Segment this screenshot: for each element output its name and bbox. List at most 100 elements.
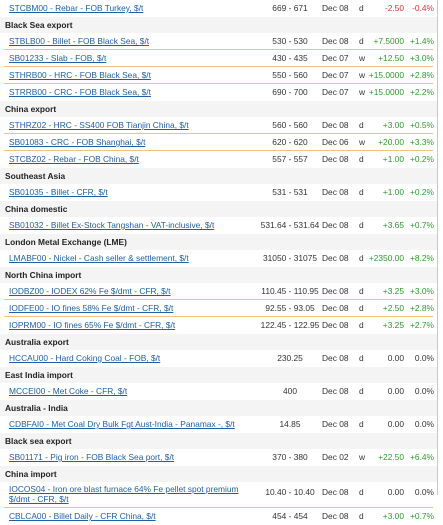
price-range: 531.64 - 531.64 (260, 220, 320, 230)
price-range: 14.85 (279, 419, 301, 429)
frequency-indicator: d (359, 419, 364, 429)
symbol-link[interactable]: IOCOS04 - Iron ore blast furnace 64% Fe … (9, 484, 239, 504)
percent-change: 0.0% (414, 419, 434, 429)
price-date: Dec 08 (322, 3, 349, 13)
section-header: China export (0, 101, 437, 117)
symbol-link[interactable]: SB01233 - Slab - FOB, $/t (9, 53, 107, 63)
symbol-link[interactable]: STCBM00 - Rebar - FOB Turkey, $/t (9, 3, 144, 13)
frequency-indicator: d (359, 253, 364, 263)
symbol-link[interactable]: IODFE00 - IO fines 58% Fe $/dmt - CFR, $… (9, 303, 174, 313)
section-header: Australia export (0, 334, 437, 350)
price-change: 0.00 (387, 419, 404, 429)
percent-change: +0.2% (410, 187, 434, 197)
price-range: 230.25 (277, 353, 303, 363)
table-row[interactable]: LMABF00 - Nickel - Cash seller & settlem… (0, 250, 437, 267)
price-change: -2.50 (384, 3, 404, 13)
price-range: 92.55 - 93.05 (265, 303, 315, 313)
price-date: Dec 08 (322, 419, 349, 429)
frequency-indicator: d (359, 353, 364, 363)
price-change: +2.50 (382, 303, 404, 313)
price-date: Dec 08 (322, 286, 349, 296)
table-row[interactable]: SB01032 - Billet Ex-Stock Tangshan - VAT… (0, 217, 437, 234)
symbol-link[interactable]: STHRB00 - HRC - FOB Black Sea, $/t (9, 70, 151, 80)
percent-change: +0.5% (410, 120, 434, 130)
frequency-indicator: d (359, 320, 364, 330)
frequency-indicator: d (359, 487, 364, 497)
table-row[interactable]: IODBZ00 - IODEX 62% Fe $/dmt - CFR, $/t 1… (0, 283, 437, 300)
price-range: 669 - 671 (272, 3, 308, 13)
symbol-link[interactable]: CDBFAI0 - Met Coal Dry Bulk Fgt Aust-Ind… (9, 419, 235, 429)
table-row[interactable]: SB01233 - Slab - FOB, $/t 430 - 435 Dec 07… (0, 50, 437, 67)
frequency-indicator: d (359, 187, 364, 197)
frequency-indicator: d (359, 303, 364, 313)
price-range: 31050 - 31075 (262, 253, 318, 263)
price-change: +3.25 (382, 286, 404, 296)
price-date: Dec 08 (322, 187, 349, 197)
price-date: Dec 07 (322, 87, 349, 97)
price-range: 430 - 435 (272, 53, 308, 63)
price-date: Dec 08 (322, 353, 349, 363)
table-row[interactable]: STHRB00 - HRC - FOB Black Sea, $/t 550 - … (0, 67, 437, 84)
symbol-link[interactable]: LMABF00 - Nickel - Cash seller & settlem… (9, 253, 189, 263)
frequency-indicator: d (359, 386, 364, 396)
percent-change: +1.4% (410, 36, 434, 46)
table-row[interactable]: STHRZ02 - HRC - SS400 FOB Tianjin China,… (0, 117, 437, 134)
frequency-indicator: w (359, 87, 366, 97)
table-row[interactable]: STCBZ02 - Rebar - FOB China, $/t 557 - 55… (0, 151, 437, 168)
percent-change: +0.7% (410, 220, 434, 230)
price-range: 10.40 - 10.40 (265, 487, 315, 497)
table-row[interactable]: SB01083 - CRC - FOB Shanghai, $/t 620 - 6… (0, 134, 437, 151)
price-range: 110.45 - 110.95 (261, 286, 319, 296)
price-date: Dec 08 (322, 303, 349, 313)
table-row[interactable]: IOCOS04 - Iron ore blast furnace 64% Fe … (0, 482, 437, 508)
price-date: Dec 07 (322, 53, 349, 63)
symbol-link[interactable]: IODBZ00 - IODEX 62% Fe $/dmt - CFR, $/t (9, 286, 171, 296)
table-row[interactable]: STRRB00 - CRC - FOB Black Sea, $/t 690 - … (0, 84, 437, 101)
table-row[interactable]: IODFE00 - IO fines 58% Fe $/dmt - CFR, $… (0, 300, 437, 317)
percent-change: +3.0% (410, 286, 434, 296)
table-row[interactable]: IOPRM00 - IO fines 65% Fe $/dmt - CFR, $… (0, 317, 437, 334)
symbol-link[interactable]: SB01035 - Billet - CFR, $/t (9, 187, 108, 197)
price-change: +22.50 (378, 452, 404, 462)
price-change: +7.5000 (373, 36, 404, 46)
price-date: Dec 08 (322, 386, 349, 396)
price-date: Dec 08 (322, 120, 349, 130)
symbol-link[interactable]: STCBZ02 - Rebar - FOB China, $/t (9, 154, 139, 164)
price-change: +15.0000 (368, 70, 404, 80)
symbol-link[interactable]: HCCAU00 - Hard Coking Coal - FOB, $/t (9, 353, 161, 363)
price-range: 530 - 530 (272, 36, 308, 46)
percent-change: +2.2% (410, 87, 434, 97)
frequency-indicator: d (359, 220, 364, 230)
price-change: +3.00 (382, 120, 404, 130)
section-header: North China import (0, 267, 437, 283)
frequency-indicator: d (359, 120, 364, 130)
frequency-indicator: d (359, 154, 364, 164)
symbol-link[interactable]: STBLB00 - Billet - FOB Black Sea, $/t (9, 36, 150, 46)
table-row[interactable]: HCCAU00 - Hard Coking Coal - FOB, $/t 230… (0, 350, 437, 367)
price-range: 122.45 - 122.95 (260, 320, 320, 330)
symbol-link[interactable]: STHRZ02 - HRC - SS400 FOB Tianjin China,… (9, 120, 189, 130)
table-row[interactable]: SB01171 - Pig iron - FOB Black Sea port,… (0, 449, 437, 466)
table-row[interactable]: STCBM00 - Rebar - FOB Turkey, $/t 669 - 6… (0, 0, 437, 17)
price-change: +12.50 (378, 53, 404, 63)
table-row[interactable]: CBLCA00 - Billet Daily - CFR China, $/t 4… (0, 508, 437, 525)
symbol-link[interactable]: SB01171 - Pig iron - FOB Black Sea port,… (9, 452, 175, 462)
symbol-link[interactable]: SB01032 - Billet Ex-Stock Tangshan - VAT… (9, 220, 215, 230)
symbol-link[interactable]: STRRB00 - CRC - FOB Black Sea, $/t (9, 87, 151, 97)
percent-change: +0.7% (410, 511, 434, 521)
table-row[interactable]: CDBFAI0 - Met Coal Dry Bulk Fgt Aust-Ind… (0, 416, 437, 433)
table-row[interactable]: MCCEI00 - Met Coke - CFR, $/t 400 Dec 08 d 0… (0, 383, 437, 400)
frequency-indicator: w (359, 137, 366, 147)
table-row[interactable]: SB01035 - Billet - CFR, $/t 531 - 531 Dec … (0, 184, 437, 201)
symbol-link[interactable]: SB01083 - CRC - FOB Shanghai, $/t (9, 137, 146, 147)
symbol-link[interactable]: MCCEI00 - Met Coke - CFR, $/t (9, 386, 128, 396)
section-header: Black sea export (0, 433, 437, 449)
percent-change: +3.0% (410, 53, 434, 63)
symbol-link[interactable]: IOPRM00 - IO fines 65% Fe $/dmt - CFR, $… (9, 320, 176, 330)
price-date: Dec 02 (322, 452, 349, 462)
price-change: +1.00 (382, 187, 404, 197)
symbol-link[interactable]: CBLCA00 - Billet Daily - CFR China, $/t (9, 511, 156, 521)
section-header: Australia - India (0, 400, 437, 416)
table-row[interactable]: STBLB00 - Billet - FOB Black Sea, $/t 530… (0, 33, 437, 50)
percent-change: 0.0% (414, 353, 434, 363)
